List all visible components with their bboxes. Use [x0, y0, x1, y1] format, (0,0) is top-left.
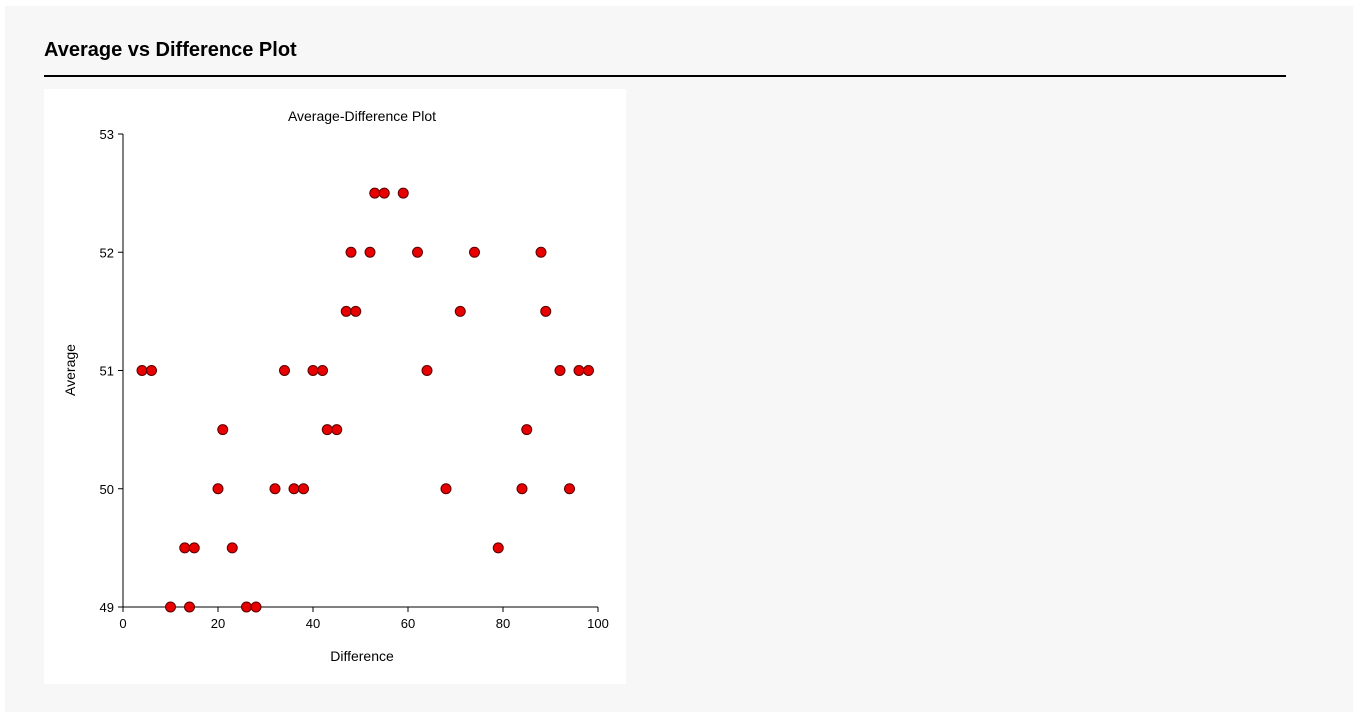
data-point: [554, 365, 566, 376]
x-tick-label: 0: [119, 616, 126, 631]
data-point: [440, 483, 452, 495]
data-point: [340, 305, 352, 317]
y-tick-label: 50: [100, 482, 114, 497]
data-point: [369, 187, 381, 199]
data-point: [421, 365, 433, 376]
data-point: [345, 246, 357, 258]
axes: 0 20 40 60 80 100 49 50 51 52 53: [100, 127, 609, 631]
data-point: [269, 483, 281, 495]
title-divider: [44, 75, 1286, 77]
average-difference-chart: Average-Difference Plot Difference Avera…: [62, 108, 609, 664]
chart-title: Average-Difference Plot: [288, 108, 436, 124]
data-point: [573, 365, 585, 376]
data-point: [226, 542, 238, 554]
data-point: [241, 601, 252, 613]
data-point: [184, 601, 195, 613]
data-point: [331, 424, 343, 436]
data-point: [521, 424, 533, 436]
data-points: [136, 187, 594, 613]
x-tick-label: 40: [306, 616, 320, 631]
x-tick-label: 60: [401, 616, 415, 631]
data-point: [540, 305, 552, 317]
data-point: [535, 246, 547, 258]
chart-container: Average-Difference Plot Difference Avera…: [44, 89, 626, 684]
data-point: [583, 365, 594, 376]
data-point: [492, 542, 504, 554]
data-point: [288, 483, 300, 495]
data-point: [321, 424, 333, 436]
data-point: [136, 365, 148, 376]
data-point: [250, 601, 262, 613]
data-point: [317, 365, 328, 376]
data-point: [165, 601, 176, 613]
y-axis-label: Average: [62, 344, 78, 396]
data-point: [146, 365, 157, 376]
x-tick-label: 20: [211, 616, 225, 631]
data-point: [364, 246, 376, 258]
y-tick-label: 51: [100, 364, 114, 379]
x-tick-label: 80: [496, 616, 510, 631]
data-point: [188, 542, 200, 554]
y-tick-label: 49: [100, 600, 114, 615]
y-tick-label: 52: [100, 245, 114, 260]
data-point: [516, 483, 528, 495]
x-axis-label: Difference: [330, 648, 394, 664]
data-point: [350, 305, 362, 317]
data-point: [469, 246, 480, 258]
data-point: [412, 246, 423, 258]
data-point: [454, 305, 466, 317]
data-point: [298, 483, 309, 495]
data-point: [217, 424, 229, 436]
data-point: [564, 483, 575, 495]
data-point: [179, 542, 191, 554]
y-tick-label: 53: [100, 127, 114, 142]
data-point: [279, 365, 290, 376]
data-point: [397, 187, 409, 199]
data-point: [307, 365, 319, 376]
report-title: Average vs Difference Plot: [44, 39, 297, 61]
x-tick-label: 100: [587, 616, 609, 631]
data-point: [212, 483, 224, 495]
data-point: [378, 187, 390, 199]
